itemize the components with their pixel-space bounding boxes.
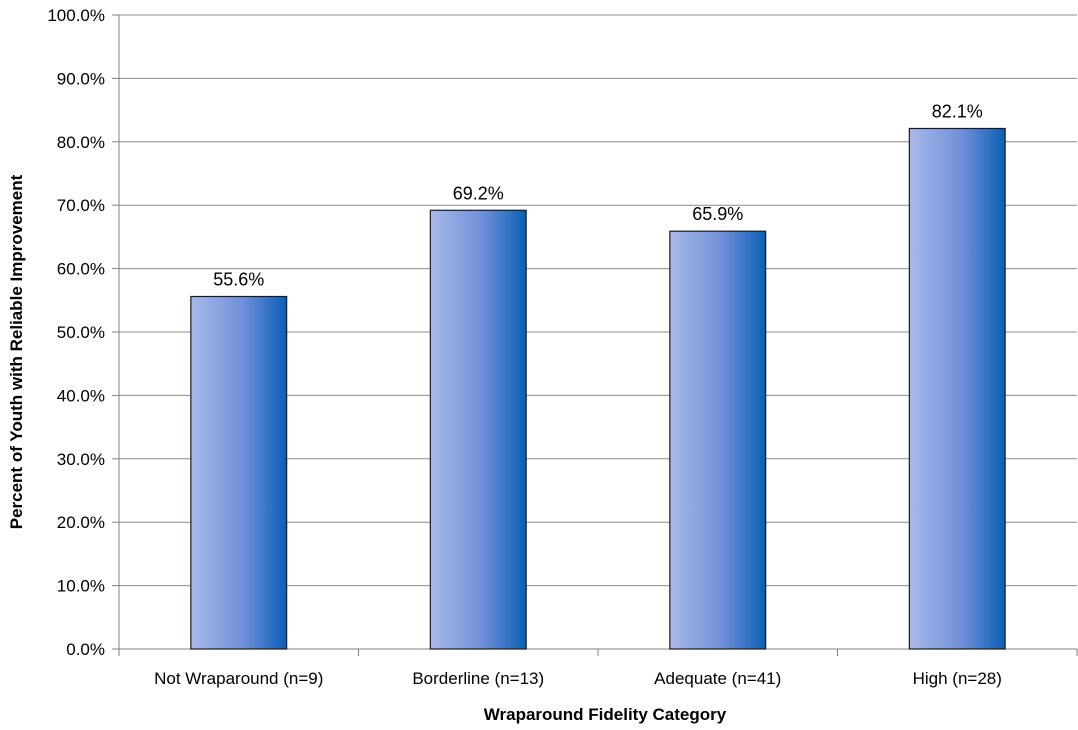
y-tick-label: 60.0%: [57, 260, 105, 279]
y-tick-label: 80.0%: [57, 133, 105, 152]
bar: [429, 209, 527, 650]
x-category-label: Borderline (n=13): [412, 669, 544, 688]
bar-data-label: 82.1%: [932, 101, 983, 121]
y-tick-label: 40.0%: [57, 386, 105, 405]
y-tick-label: 0.0%: [66, 640, 105, 659]
x-category-label: High (n=28): [913, 669, 1002, 688]
bar-data-label: 55.6%: [213, 269, 264, 289]
y-tick-label: 30.0%: [57, 450, 105, 469]
bar-data-label: 65.9%: [692, 204, 743, 224]
y-axis-title: Percent of Youth with Reliable Improveme…: [7, 174, 26, 529]
x-category-label: Adequate (n=41): [654, 669, 781, 688]
x-axis-title: Wraparound Fidelity Category: [484, 705, 727, 724]
y-tick-label: 20.0%: [57, 513, 105, 532]
labels: 0.0% 10.0% 20.0% 30.0% 40.0% 50.0% 60.0% 70.0% 8…: [47, 6, 1002, 688]
bars: [190, 127, 1006, 650]
x-category-label: Not Wraparound (n=9): [154, 669, 323, 688]
bar-data-label: 69.2%: [453, 183, 504, 203]
y-tick-label: 70.0%: [57, 196, 105, 215]
y-tick-label: 50.0%: [57, 323, 105, 342]
y-tick-label: 100.0%: [47, 6, 105, 25]
y-tick-label: 90.0%: [57, 69, 105, 88]
bar: [190, 295, 288, 650]
y-tick-label: 10.0%: [57, 577, 105, 596]
bar: [908, 127, 1006, 650]
bar: [669, 230, 767, 650]
